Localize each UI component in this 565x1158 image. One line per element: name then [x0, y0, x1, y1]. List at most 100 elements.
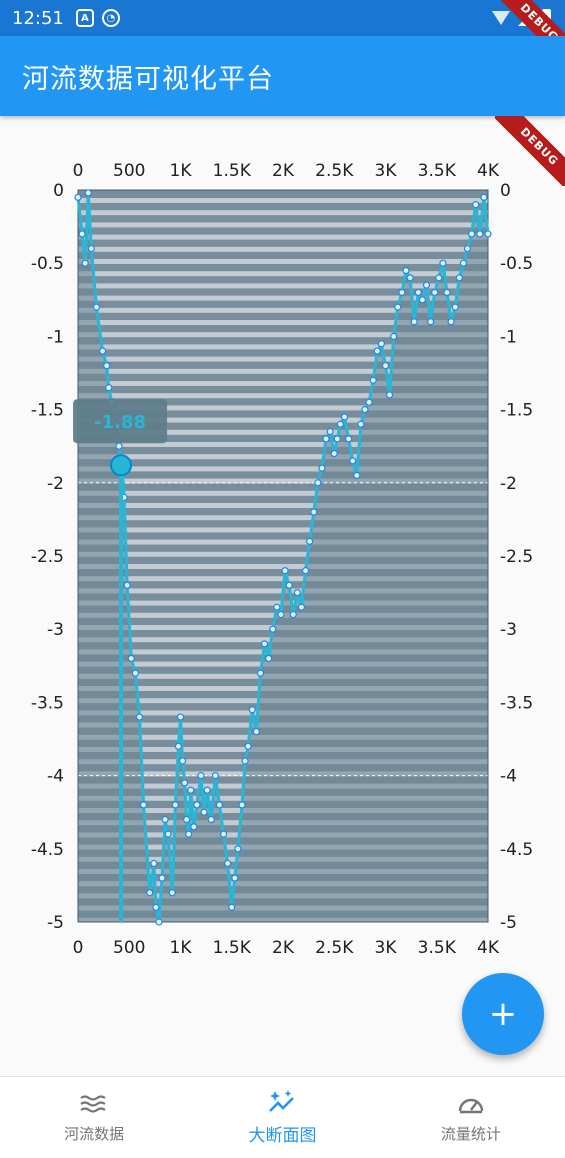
y-tick-label-right: -1.5 [500, 401, 533, 421]
y-tick-label-left: -4 [47, 767, 64, 787]
x-tick-label-bottom: 1.5K [213, 938, 252, 958]
data-point [176, 713, 185, 721]
data-point [219, 830, 228, 838]
y-tick-label-right: -1 [500, 327, 517, 347]
x-tick-label-bottom: 3K [375, 938, 398, 958]
data-point [318, 464, 326, 472]
cross-section-chart[interactable]: 0 0 500 500 1K 1K 1.5K 1.5K 2K 2K 2.5K 2.5K 3K 3K 3.5K… [0, 116, 565, 1076]
y-tick-label-left: -0.5 [31, 254, 64, 274]
grid-stripe [78, 442, 488, 447]
app-bar: 河流数据可视化平台 [0, 36, 565, 116]
data-point [228, 903, 236, 911]
data-point [207, 815, 215, 824]
data-point [252, 728, 260, 736]
chart-svg[interactable]: 005005001K1K1.5K1.5K2K2K2.5K2.5K3K3K3.5K… [0, 116, 565, 1076]
data-point [92, 303, 101, 311]
gauge-icon [456, 1091, 486, 1117]
grid-stripe [78, 503, 488, 508]
x-tick-label-bottom: 0 [73, 938, 84, 958]
data-point [152, 903, 160, 911]
data-point [197, 771, 205, 780]
x-tick-label-top: 500 [113, 161, 145, 181]
grid-stripe [78, 234, 488, 240]
data-point [468, 230, 476, 238]
data-point [390, 332, 398, 340]
data-point [115, 442, 123, 450]
wifi-icon [492, 10, 510, 25]
tooltip-box [73, 399, 168, 444]
y-tick-label-right: -4 [500, 767, 517, 787]
app-title: 河流数据可视化平台 [22, 63, 274, 95]
data-point [476, 230, 484, 238]
data-point [402, 266, 410, 275]
grid-stripe [78, 466, 488, 472]
data-point [301, 567, 310, 575]
data-point [168, 889, 176, 897]
data-point [178, 757, 187, 765]
grid-stripe [78, 222, 488, 228]
data-point [105, 384, 113, 392]
data-point [146, 889, 154, 897]
data-point [365, 398, 373, 406]
nav-item-cross-section[interactable]: 大断面图 [188, 1077, 376, 1158]
nav-item-flow-stats[interactable]: 流量统计 [377, 1077, 565, 1158]
data-point [386, 391, 394, 399]
y-tick-label-left: -4.5 [31, 840, 64, 860]
grid-stripe [78, 478, 488, 484]
data-point [155, 918, 163, 926]
data-point [431, 288, 439, 297]
data-point [215, 801, 224, 809]
grid-stripe [78, 368, 488, 374]
data-point [84, 189, 92, 197]
y-tick-label-right: -0.5 [500, 254, 533, 274]
data-point [398, 288, 406, 297]
data-point [447, 318, 455, 326]
data-point [183, 815, 191, 824]
y-tick-label-right: -5 [500, 913, 517, 933]
grid-stripe [78, 356, 488, 362]
data-point [281, 567, 289, 575]
nav-label-river-data: 河流数据 [64, 1125, 125, 1143]
x-tick-label-top: 4K [477, 161, 500, 181]
data-point [373, 347, 381, 355]
data-point [410, 318, 418, 326]
nav-item-river-data[interactable]: 河流数据 [0, 1077, 188, 1158]
data-point [484, 230, 492, 238]
grid-stripe [78, 283, 488, 289]
grid-stripe [78, 381, 488, 386]
grid-stripe [78, 246, 488, 252]
data-point [381, 362, 390, 370]
data-point [248, 706, 256, 714]
add-fab-button[interactable]: + [462, 973, 544, 1055]
data-point [322, 435, 330, 443]
data-point [285, 581, 293, 589]
x-tick-label-bottom: 2K [272, 938, 295, 958]
grid-stripe [78, 198, 488, 203]
grid-stripe [78, 210, 488, 216]
waves-icon [79, 1091, 109, 1117]
y-tick-label-left: -2 [47, 474, 64, 494]
y-tick-label-left: -3.5 [31, 693, 64, 713]
grid-stripe [78, 417, 488, 423]
data-point [326, 427, 334, 436]
data-point [357, 420, 365, 428]
grid-stripe [78, 307, 488, 313]
x-tick-label-top: 1K [170, 161, 193, 181]
grid-stripe [78, 405, 488, 411]
y-tick-label-right: -2.5 [500, 547, 533, 567]
data-point [314, 479, 322, 487]
data-point [349, 457, 357, 465]
data-point [224, 859, 232, 868]
sync-icon: ◔ [101, 9, 120, 27]
grid-stripe [78, 259, 488, 264]
data-point [427, 318, 435, 326]
bottom-nav: 河流数据 大断面图 流量统计 [0, 1076, 565, 1158]
data-point [459, 259, 467, 267]
grid-stripe [78, 564, 488, 569]
data-point [435, 274, 443, 282]
data-point [480, 193, 488, 201]
data-point [306, 537, 314, 545]
data-point [289, 610, 297, 619]
data-point [293, 589, 301, 597]
x-tick-label-bottom: 500 [113, 938, 145, 958]
